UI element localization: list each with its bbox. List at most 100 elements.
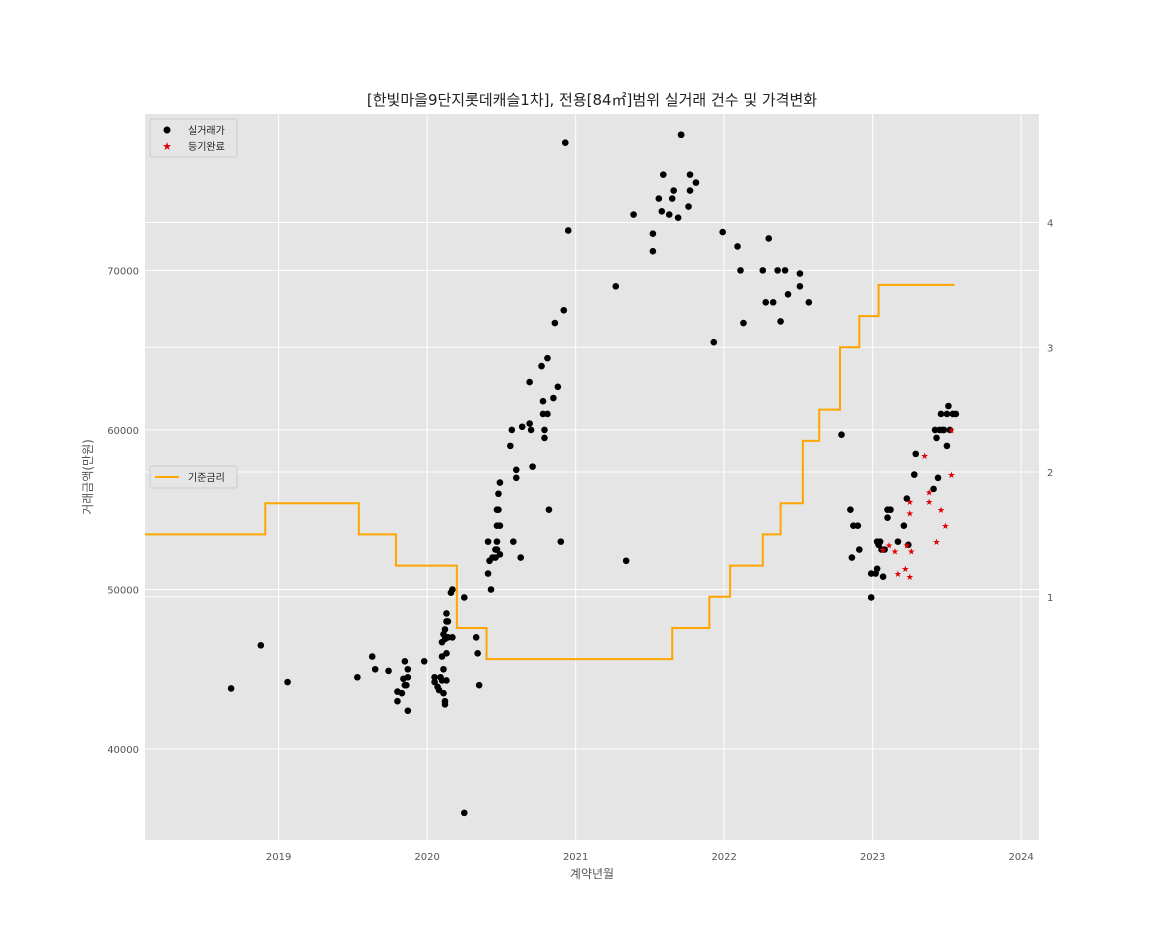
transaction-point xyxy=(945,402,952,410)
transaction-point xyxy=(943,442,951,450)
transaction-point xyxy=(759,267,767,274)
x-tick-label: 2019 xyxy=(266,852,291,863)
legend-label-transactions: 실거래가 xyxy=(188,125,225,137)
transaction-point xyxy=(431,678,438,686)
transaction-point xyxy=(420,657,428,665)
transaction-point xyxy=(564,227,572,234)
legend-main-box xyxy=(149,118,238,158)
transaction-point xyxy=(487,586,495,593)
transaction-point xyxy=(354,673,361,681)
transaction-point xyxy=(658,208,666,215)
transaction-point xyxy=(385,667,392,675)
transaction-point xyxy=(940,426,948,434)
transaction-point xyxy=(668,195,676,202)
transaction-point xyxy=(879,573,887,581)
transaction-point xyxy=(881,546,888,553)
transaction-point xyxy=(805,298,813,306)
transaction-point xyxy=(560,306,568,314)
transaction-point xyxy=(538,362,545,370)
transaction-point xyxy=(934,474,942,482)
y-tick-label: 50000 xyxy=(107,585,139,596)
transaction-point xyxy=(475,681,483,689)
transaction-point xyxy=(441,701,449,708)
transaction-point xyxy=(765,235,773,242)
transaction-point xyxy=(933,434,940,442)
transaction-point xyxy=(460,809,468,817)
transaction-point xyxy=(403,681,410,689)
transaction-point xyxy=(734,243,741,250)
base-rate-layer xyxy=(145,283,955,661)
registered-points: ★★★★ ★★★★★★★★★★★★★★ xyxy=(879,426,955,583)
y2-tick-label: 3 xyxy=(1047,343,1053,354)
x-axis-ticks: 2019 2020 2021 2022 2023 2024 xyxy=(266,852,1034,863)
transaction-point xyxy=(545,506,553,514)
transaction-point xyxy=(368,653,376,660)
transaction-point xyxy=(649,247,657,255)
transaction-point xyxy=(557,538,565,545)
transaction-point xyxy=(719,228,726,236)
transaction-point xyxy=(512,474,520,482)
transaction-point xyxy=(493,538,501,545)
transaction-point xyxy=(762,298,770,306)
transaction-point xyxy=(401,657,409,665)
transaction-point xyxy=(443,650,450,657)
registered-point: ★ xyxy=(906,573,914,583)
transaction-point xyxy=(685,203,692,210)
transaction-point xyxy=(495,506,502,514)
legend-main: 실거래가 ★ 등기완료 xyxy=(149,118,238,158)
transaction-point xyxy=(777,318,784,325)
transaction-point xyxy=(431,673,438,681)
y2-tick-label: 1 xyxy=(1047,593,1053,604)
transaction-point xyxy=(905,541,912,549)
transaction-point xyxy=(517,554,525,561)
transaction-point xyxy=(876,538,884,545)
transaction-point xyxy=(440,689,447,697)
registered-point: ★ xyxy=(894,570,902,580)
transaction-point xyxy=(873,565,881,573)
plot-area xyxy=(145,114,1039,840)
transaction-point xyxy=(257,642,265,649)
transaction-point xyxy=(769,298,777,306)
transaction-point xyxy=(677,131,685,139)
legend-label-base-rate: 기준금리 xyxy=(188,472,225,484)
x-tick-label: 2022 xyxy=(711,852,736,863)
transaction-point xyxy=(444,618,452,625)
transaction-point xyxy=(541,434,548,442)
transaction-point xyxy=(509,538,517,545)
transaction-point xyxy=(937,410,945,418)
transaction-point xyxy=(740,319,747,327)
transaction-point xyxy=(612,283,620,290)
transaction-point xyxy=(507,442,514,450)
registered-point: ★ xyxy=(921,452,929,462)
registered-point: ★ xyxy=(941,522,949,532)
y-axis-ticks: 40000 50000 60000 70000 xyxy=(107,266,139,756)
transaction-point xyxy=(443,610,450,617)
transaction-point xyxy=(887,506,894,514)
transaction-point xyxy=(284,678,291,686)
transaction-point xyxy=(930,485,937,493)
transaction-point xyxy=(943,410,951,418)
transaction-point xyxy=(554,383,562,391)
chart-title: [한빛마을9단지롯데캐슬1차], 전용[84㎡]범위 실거래 건수 및 가격변화 xyxy=(367,91,817,109)
registered-point: ★ xyxy=(903,541,911,551)
transaction-point xyxy=(443,677,450,684)
transaction-point xyxy=(737,267,744,274)
registered-point: ★ xyxy=(879,546,887,556)
transaction-point xyxy=(692,179,700,186)
x-axis-label: 계약년월 xyxy=(570,866,614,881)
transaction-point xyxy=(394,697,401,705)
transaction-point xyxy=(796,270,804,277)
registered-point: ★ xyxy=(947,471,955,481)
transaction-point xyxy=(952,410,960,418)
registered-point: ★ xyxy=(937,506,945,516)
registered-point: ★ xyxy=(901,565,909,575)
transaction-point xyxy=(884,514,891,521)
y2-tick-label: 4 xyxy=(1047,219,1053,230)
transaction-point xyxy=(550,394,557,402)
transaction-point xyxy=(496,551,504,558)
x-tick-label: 2023 xyxy=(860,852,885,863)
grid-lines xyxy=(145,114,1039,840)
transaction-point xyxy=(440,665,447,673)
registered-point: ★ xyxy=(907,548,915,558)
transaction-point xyxy=(910,471,918,478)
